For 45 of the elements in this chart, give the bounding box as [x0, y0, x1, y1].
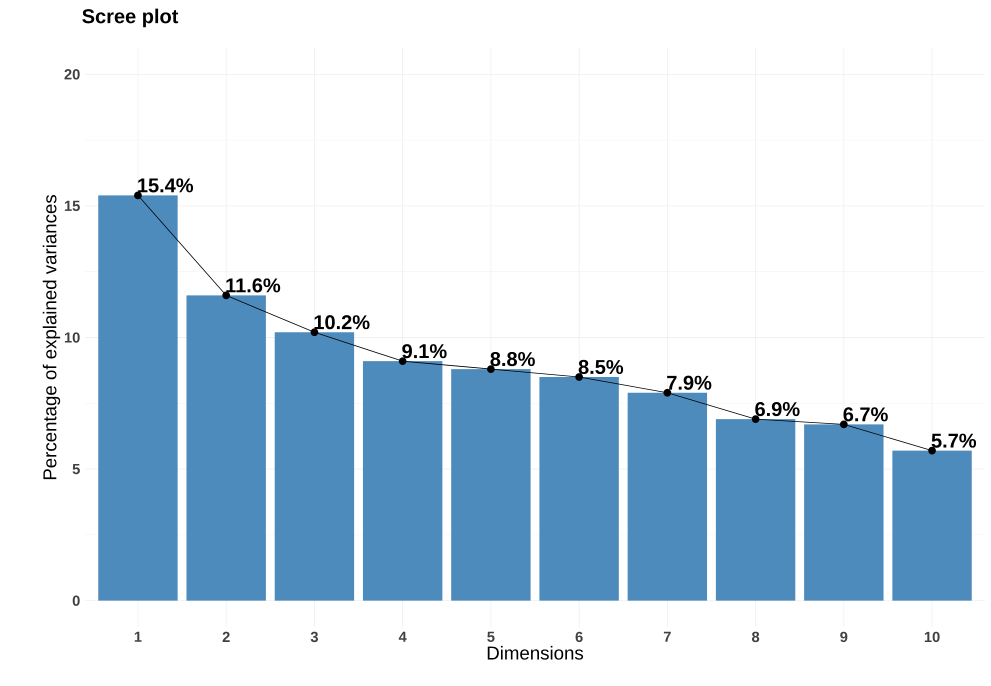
y-tick-label: 0 — [72, 596, 80, 606]
x-tick-label: 3 — [310, 632, 318, 642]
bar — [892, 450, 972, 601]
data-label: 7.9% — [667, 376, 712, 390]
data-label: 8.8% — [490, 352, 535, 366]
x-tick-label: 4 — [398, 632, 407, 642]
bar — [539, 376, 619, 601]
point — [663, 388, 672, 397]
x-tick-label: 5 — [487, 632, 495, 642]
y-axis-title: Percentage of explained variances — [42, 195, 60, 480]
x-tick-label: 1 — [134, 632, 142, 642]
bar — [98, 195, 178, 601]
x-tick-label: 10 — [924, 632, 940, 642]
x-tick-label: 8 — [752, 632, 760, 642]
x-tick-label: 9 — [840, 632, 848, 642]
y-tick-label: 20 — [64, 69, 80, 80]
y-tick-label: 15 — [64, 200, 80, 212]
y-tick-label: 5 — [72, 464, 80, 474]
x-axis-title: Dimensions — [488, 646, 584, 660]
x-tick-label: 2 — [222, 632, 230, 642]
x-tick-label: 7 — [664, 632, 671, 642]
data-label: 10.2% — [314, 315, 370, 330]
bar — [804, 424, 884, 601]
data-label: 8.5% — [578, 360, 624, 374]
point — [134, 192, 142, 200]
point — [575, 373, 583, 381]
chart-title: Scree plot — [82, 8, 178, 28]
data-label: 6.9% — [755, 402, 800, 416]
bar — [628, 392, 708, 601]
x-tick-label: 6 — [576, 632, 583, 642]
point — [928, 446, 936, 455]
bar — [451, 369, 531, 601]
bar — [274, 332, 354, 601]
data-label: 9.1% — [402, 344, 447, 358]
bar — [716, 419, 796, 601]
data-label: 15.4% — [138, 178, 194, 192]
point — [222, 292, 230, 300]
data-label: 11.6% — [226, 278, 280, 292]
point — [310, 328, 318, 336]
point — [840, 420, 848, 428]
y-tick-label: 10 — [64, 332, 80, 343]
bar — [362, 361, 442, 601]
data-label: 6.7% — [843, 407, 888, 422]
bar — [186, 295, 266, 601]
data-label: 5.7% — [932, 434, 976, 448]
